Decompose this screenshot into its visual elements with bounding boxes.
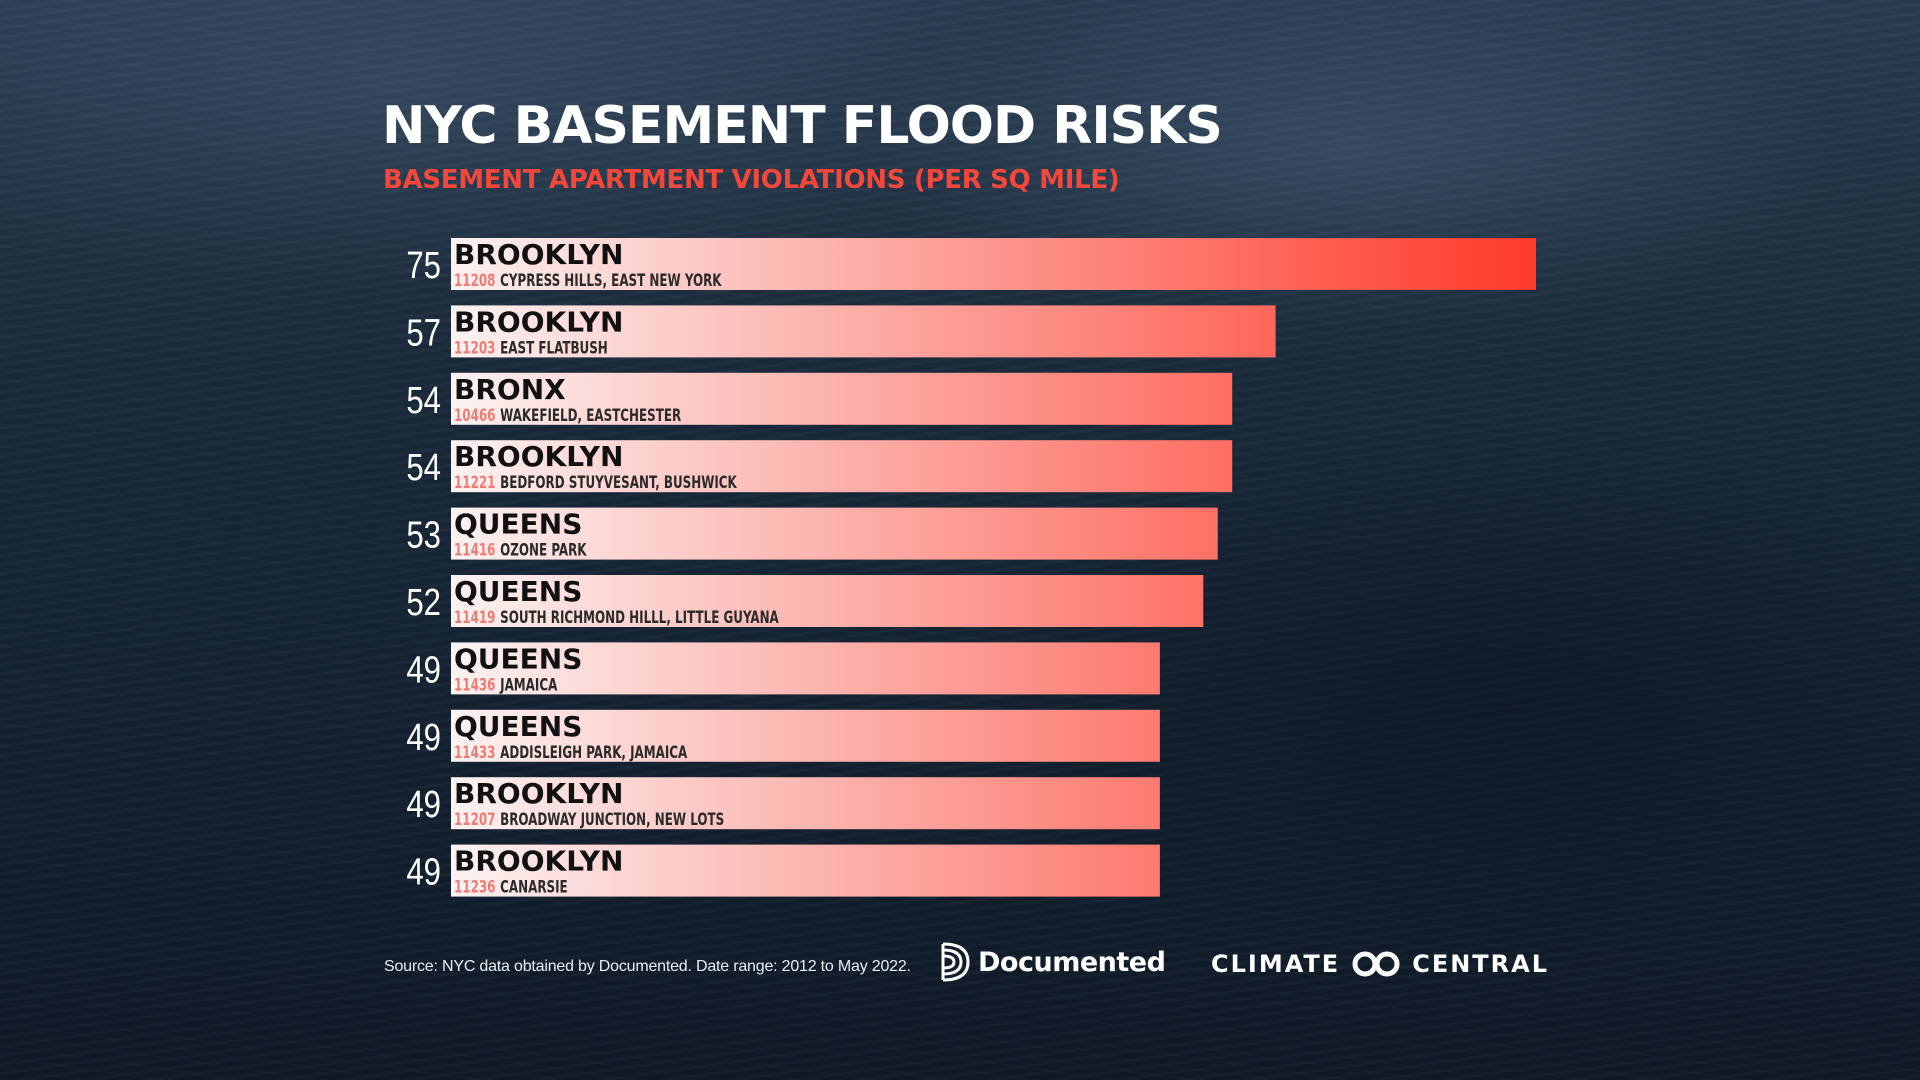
documented-mark-icon (941, 942, 970, 982)
documented-wordmark: Documented (978, 946, 1166, 978)
borough-label: BROOKLYN (454, 777, 623, 810)
value-label: 57 (406, 313, 441, 355)
neighborhood-label: 10466 WAKEFIELD, EASTCHESTER (454, 405, 682, 425)
neighborhood-name: EAST FLATBUSH (500, 338, 608, 358)
value-label: 49 (406, 650, 441, 692)
bar (451, 372, 1233, 425)
borough-label: BRONX (454, 373, 566, 406)
documented-logo: Documented (940, 940, 1166, 984)
neighborhood-label: 11207 BROADWAY JUNCTION, NEW LOTS (454, 810, 724, 830)
bar (451, 440, 1233, 493)
zip-code: 10466 (454, 405, 495, 425)
value-label: 52 (406, 582, 441, 624)
value-label: 49 (406, 852, 441, 894)
borough-label: BROOKLYN (454, 238, 623, 271)
value-label: 49 (406, 717, 441, 759)
bar (451, 777, 1160, 830)
zip-code: 11221 (454, 473, 495, 493)
neighborhood-name: CYPRESS HILLS, EAST NEW YORK (500, 270, 723, 290)
bar (451, 709, 1160, 762)
chart-title: NYC BASEMENT FLOOD RISKS (382, 96, 1223, 156)
borough-label: QUEENS (454, 508, 582, 541)
zip-code: 11208 (454, 270, 495, 290)
borough-label: QUEENS (454, 575, 582, 608)
borough-label: BROOKLYN (454, 845, 623, 878)
borough-label: BROOKLYN (454, 440, 623, 473)
zip-code: 11203 (454, 338, 495, 358)
value-label: 75 (406, 245, 441, 287)
neighborhood-label: 11436 JAMAICA (454, 675, 558, 695)
neighborhood-name: SOUTH RICHMOND HILLL, LITTLE GUYANA (500, 607, 779, 627)
zip-code: 11419 (454, 607, 495, 627)
zip-code: 11236 (454, 877, 495, 897)
borough-label: BROOKLYN (454, 305, 623, 338)
value-label: 53 (406, 515, 441, 557)
value-label: 49 (406, 784, 441, 826)
central-word: CENTRAL (1412, 950, 1550, 978)
neighborhood-label: 11221 BEDFORD STUYVESANT, BUSHWICK (454, 473, 738, 493)
neighborhood-name: CANARSIE (500, 877, 568, 897)
neighborhood-label: 11236 CANARSIE (454, 877, 568, 897)
borough-label: QUEENS (454, 642, 582, 675)
zip-code: 11433 (454, 742, 495, 762)
source-note: Source: NYC data obtained by Documented.… (384, 958, 911, 975)
borough-label: QUEENS (454, 710, 582, 743)
neighborhood-name: JAMAICA (499, 675, 557, 695)
neighborhood-name: ADDISLEIGH PARK, JAMAICA (500, 742, 687, 762)
neighborhood-label: 11419 SOUTH RICHMOND HILLL, LITTLE GUYANA (454, 607, 779, 627)
neighborhood-name: BROADWAY JUNCTION, NEW LOTS (500, 810, 724, 830)
neighborhood-name: OZONE PARK (500, 540, 588, 560)
value-label: 54 (406, 447, 441, 489)
neighborhood-label: 11208 CYPRESS HILLS, EAST NEW YORK (454, 270, 723, 290)
neighborhood-label: 11433 ADDISLEIGH PARK, JAMAICA (454, 742, 688, 762)
neighborhood-label: 11203 EAST FLATBUSH (454, 338, 608, 358)
bar (451, 238, 1536, 290)
bar (451, 575, 1204, 627)
infinity-rings-icon (1352, 951, 1400, 977)
zip-code: 11207 (454, 810, 495, 830)
bar (451, 642, 1160, 695)
bar (451, 507, 1218, 560)
neighborhood-name: BEDFORD STUYVESANT, BUSHWICK (500, 473, 738, 493)
climate-word: CLIMATE (1211, 950, 1341, 978)
zip-code: 11436 (454, 675, 495, 695)
zip-code: 11416 (454, 540, 495, 560)
neighborhood-name: WAKEFIELD, EASTCHESTER (500, 405, 681, 425)
chart-subtitle: BASEMENT APARTMENT VIOLATIONS (PER SQ MI… (383, 165, 1120, 195)
neighborhood-label: 11416 OZONE PARK (454, 540, 588, 560)
value-label: 54 (406, 380, 441, 422)
bar (451, 305, 1276, 358)
climate-central-logo: CLIMATE CENTRAL (1211, 944, 1549, 984)
bar (451, 844, 1160, 897)
